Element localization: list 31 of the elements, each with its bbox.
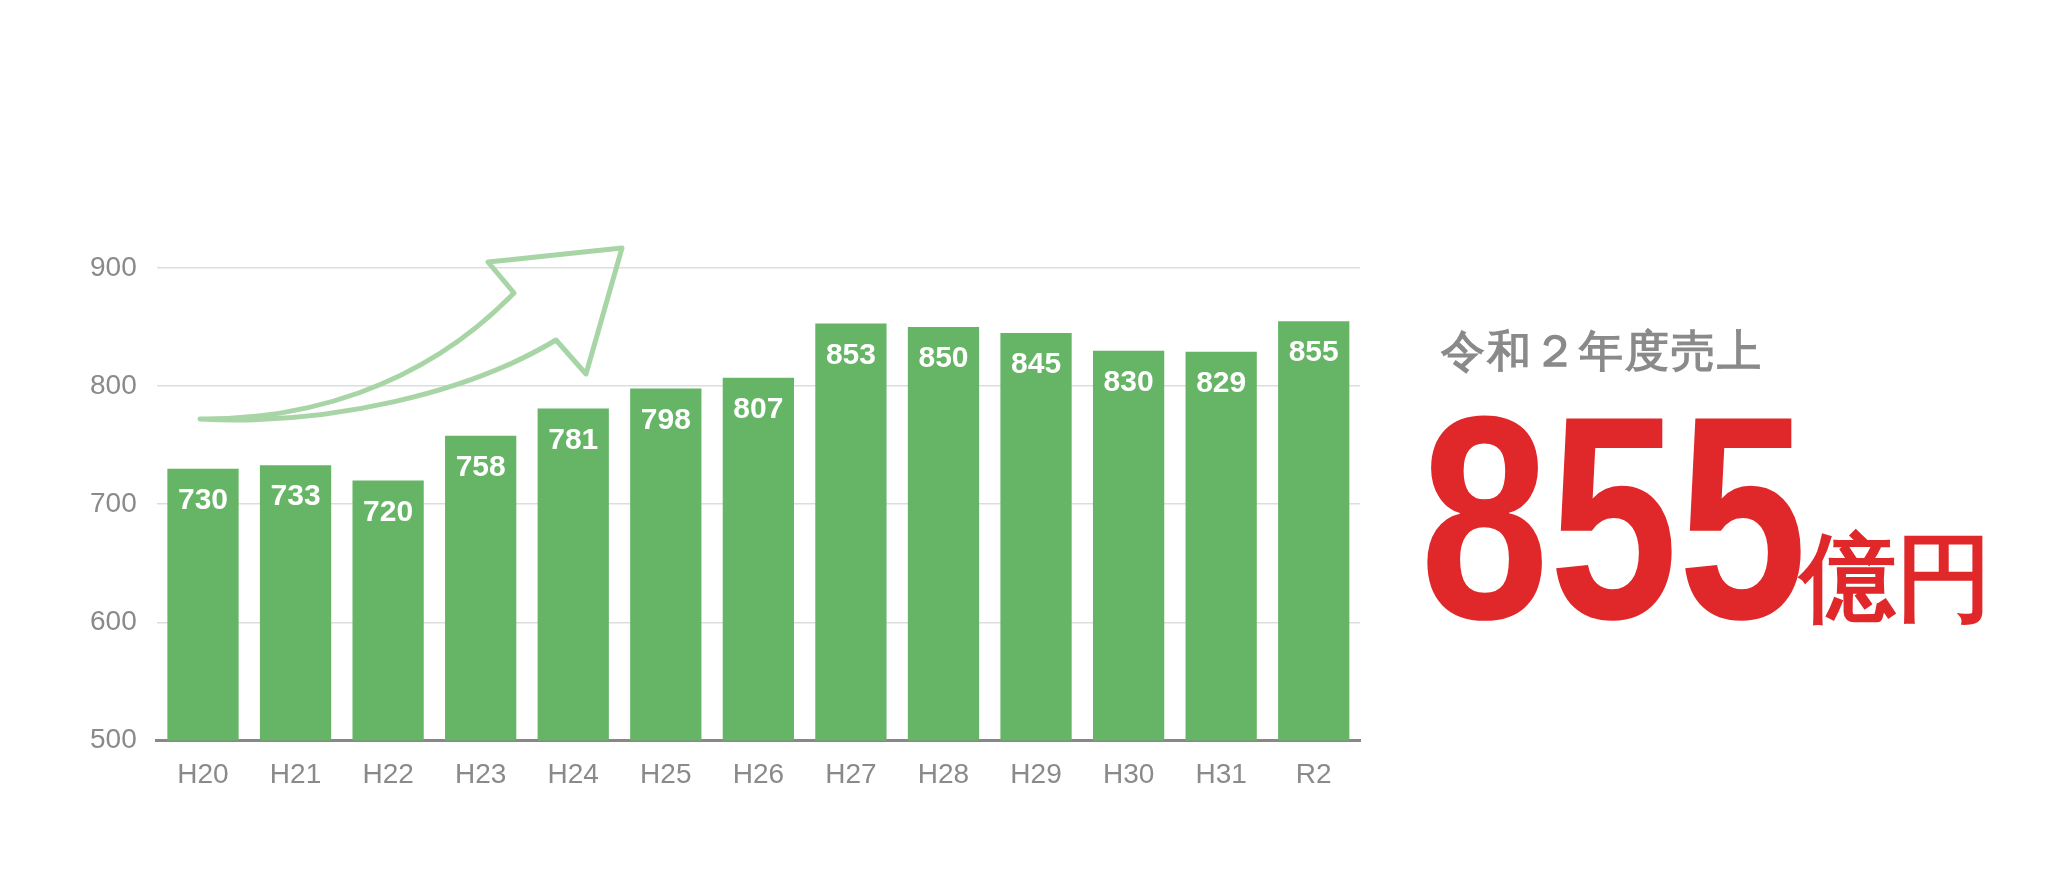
x-tick-label: H20 (177, 757, 229, 789)
data-label: 720 (363, 493, 414, 527)
data-label: 830 (1103, 363, 1154, 397)
x-tick-label: H21 (269, 757, 322, 789)
data-label: 853 (825, 336, 876, 370)
y-tick-label: 900 (90, 250, 137, 282)
y-tick-label: 500 (90, 723, 137, 755)
data-label: 798 (640, 401, 691, 435)
data-label: 758 (455, 448, 506, 482)
x-tick-label: H30 (1102, 757, 1155, 789)
data-label: 733 (270, 478, 321, 512)
data-label: 730 (177, 482, 229, 516)
y-tick-label: 600 (90, 605, 137, 637)
x-tick-label: H27 (825, 757, 877, 789)
data-label: 850 (918, 340, 969, 374)
x-tick-label: R2 (1295, 757, 1332, 789)
x-tick-label: H22 (362, 757, 414, 789)
x-tick-label: H26 (732, 757, 785, 789)
data-label: 829 (1196, 365, 1247, 399)
x-tick-label: H28 (917, 757, 970, 789)
x-tick-label: H25 (640, 757, 692, 789)
data-label: 845 (1011, 346, 1062, 380)
x-tick-label: H29 (1010, 757, 1062, 789)
x-tick-label: H24 (547, 757, 599, 789)
y-tick-label: 700 (90, 486, 137, 518)
data-label: 855 (1288, 334, 1339, 368)
y-tick-label: 800 (90, 368, 137, 400)
x-tick-label: H23 (454, 757, 507, 789)
data-label: 781 (548, 421, 599, 455)
x-tick-label: H31 (1195, 757, 1247, 789)
data-label: 807 (733, 391, 784, 425)
